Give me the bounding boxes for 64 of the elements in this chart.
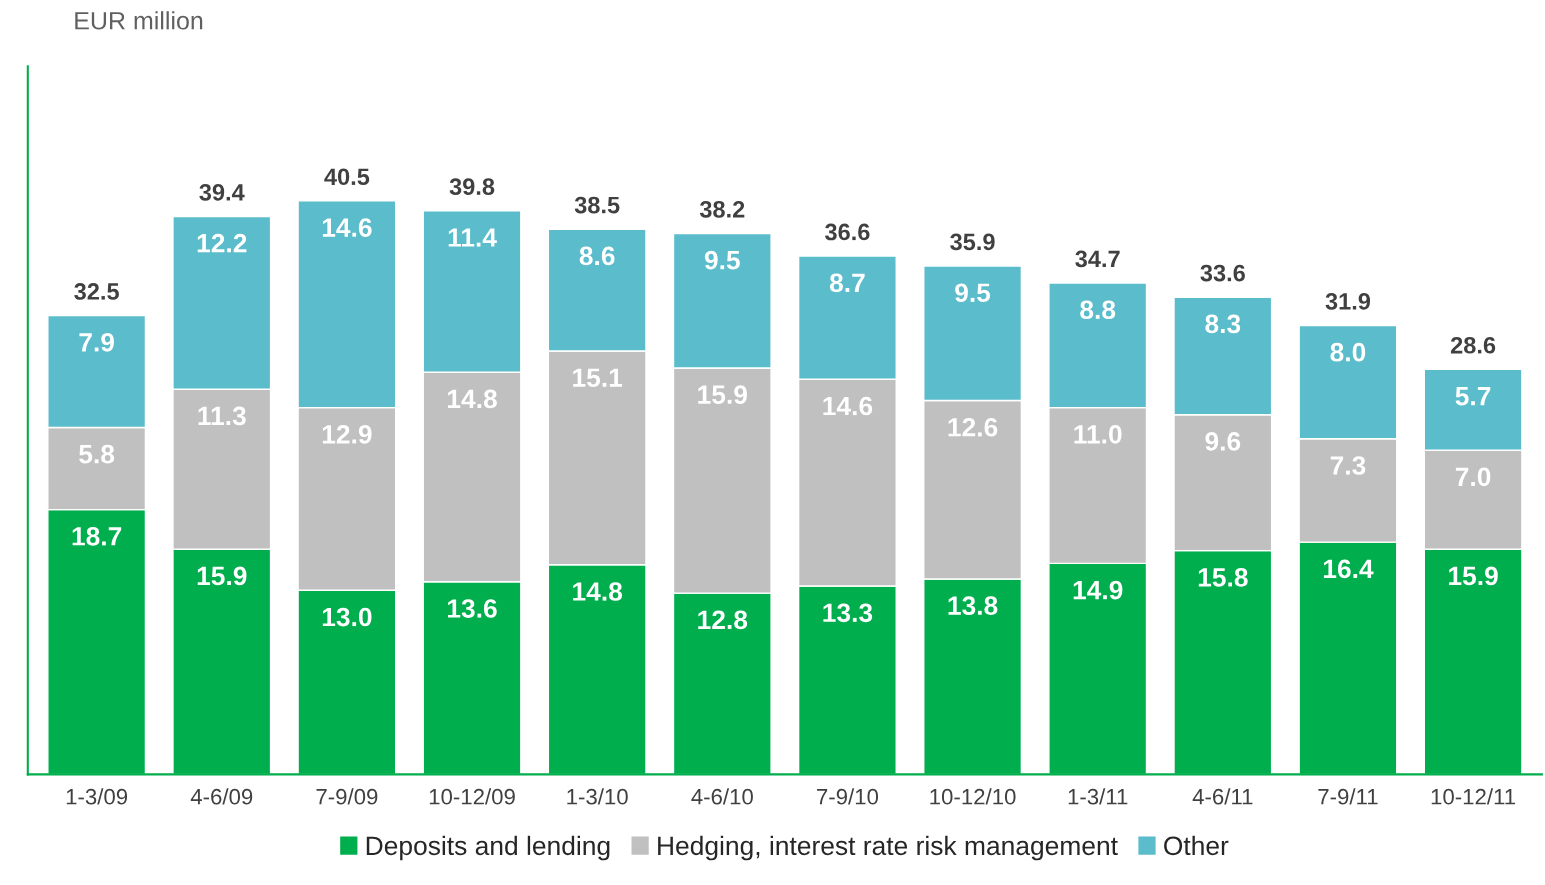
legend-label: Deposits and lending [366, 835, 610, 861]
data-label: 9.6 [1205, 432, 1241, 451]
y-axis-title: EUR million [75, 11, 203, 30]
data-label: 12.6 [948, 417, 998, 437]
legend-label: Hedging, interest rate risk management [658, 835, 1118, 861]
total-label: 38.5 [574, 196, 620, 214]
total-label: 34.7 [1075, 250, 1120, 268]
data-label: 15.9 [1449, 566, 1498, 586]
data-label: 8.6 [579, 246, 615, 266]
data-label: 16.4 [1323, 559, 1374, 579]
data-label: 15.8 [1198, 568, 1248, 587]
data-label: 8.3 [1205, 314, 1241, 334]
data-label: 8.7 [829, 273, 865, 293]
x-tick-label: 7-9/09 [316, 788, 378, 805]
x-tick-label: 4-6/10 [691, 788, 753, 805]
data-label: 14.6 [322, 218, 372, 237]
x-tick-label: 7-9/10 [817, 788, 879, 805]
data-label: 5.8 [79, 444, 115, 464]
x-tick-label: 1-3/10 [567, 788, 628, 805]
data-label: 11.0 [1074, 424, 1122, 444]
data-label: 13.8 [948, 596, 998, 616]
data-label: 14.9 [1073, 580, 1123, 600]
total-label: 39.8 [449, 178, 495, 196]
legend-label: Other [1164, 835, 1229, 856]
data-label: 9.5 [704, 250, 740, 270]
data-label: 8.0 [1330, 342, 1366, 362]
x-tick-label: 1-3/09 [66, 788, 128, 805]
data-label: 14.8 [448, 389, 497, 409]
data-label: 15.1 [573, 368, 623, 388]
data-label: 13.6 [448, 599, 497, 618]
total-label: 38.2 [699, 200, 745, 218]
total-label: 28.6 [1450, 336, 1496, 354]
x-tick-label: 4-6/09 [190, 788, 253, 805]
data-label: 15.9 [197, 566, 247, 586]
total-label: 35.9 [950, 233, 995, 251]
total-label: 33.6 [1200, 264, 1245, 282]
data-label: 11.3 [198, 406, 246, 426]
data-label: 7.9 [79, 332, 114, 352]
x-tick-label: 10-12/10 [930, 788, 1016, 805]
total-label: 31.9 [1325, 293, 1371, 310]
total-label: 32.5 [74, 283, 119, 300]
data-label: 11.4 [448, 228, 497, 247]
x-tick-label: 10-12/11 [1431, 788, 1516, 805]
data-label: 8.8 [1080, 300, 1116, 320]
data-label: 18.7 [72, 526, 122, 546]
total-label: 36.6 [824, 223, 870, 241]
x-tick-label: 4-6/11 [1192, 788, 1253, 805]
x-tick-label: 7-9/11 [1318, 788, 1378, 805]
data-label: 15.9 [698, 385, 747, 405]
data-label: 5.7 [1455, 387, 1491, 406]
total-label: 39.4 [199, 183, 245, 201]
data-label: 12.8 [698, 610, 748, 630]
data-label: 13.0 [322, 607, 372, 627]
data-label: 14.8 [573, 582, 623, 601]
x-tick-label: 1-3/11 [1068, 788, 1128, 805]
data-label: 12.2 [197, 233, 247, 253]
total-label: 40.5 [324, 168, 370, 186]
data-label: 13.3 [823, 603, 873, 623]
data-label: 14.6 [823, 396, 873, 416]
data-label: 7.0 [1455, 467, 1491, 487]
x-tick-label: 10-12/09 [429, 788, 515, 805]
data-label: 7.3 [1330, 456, 1366, 475]
data-label: 12.9 [322, 424, 372, 444]
data-label: 9.5 [955, 283, 991, 303]
